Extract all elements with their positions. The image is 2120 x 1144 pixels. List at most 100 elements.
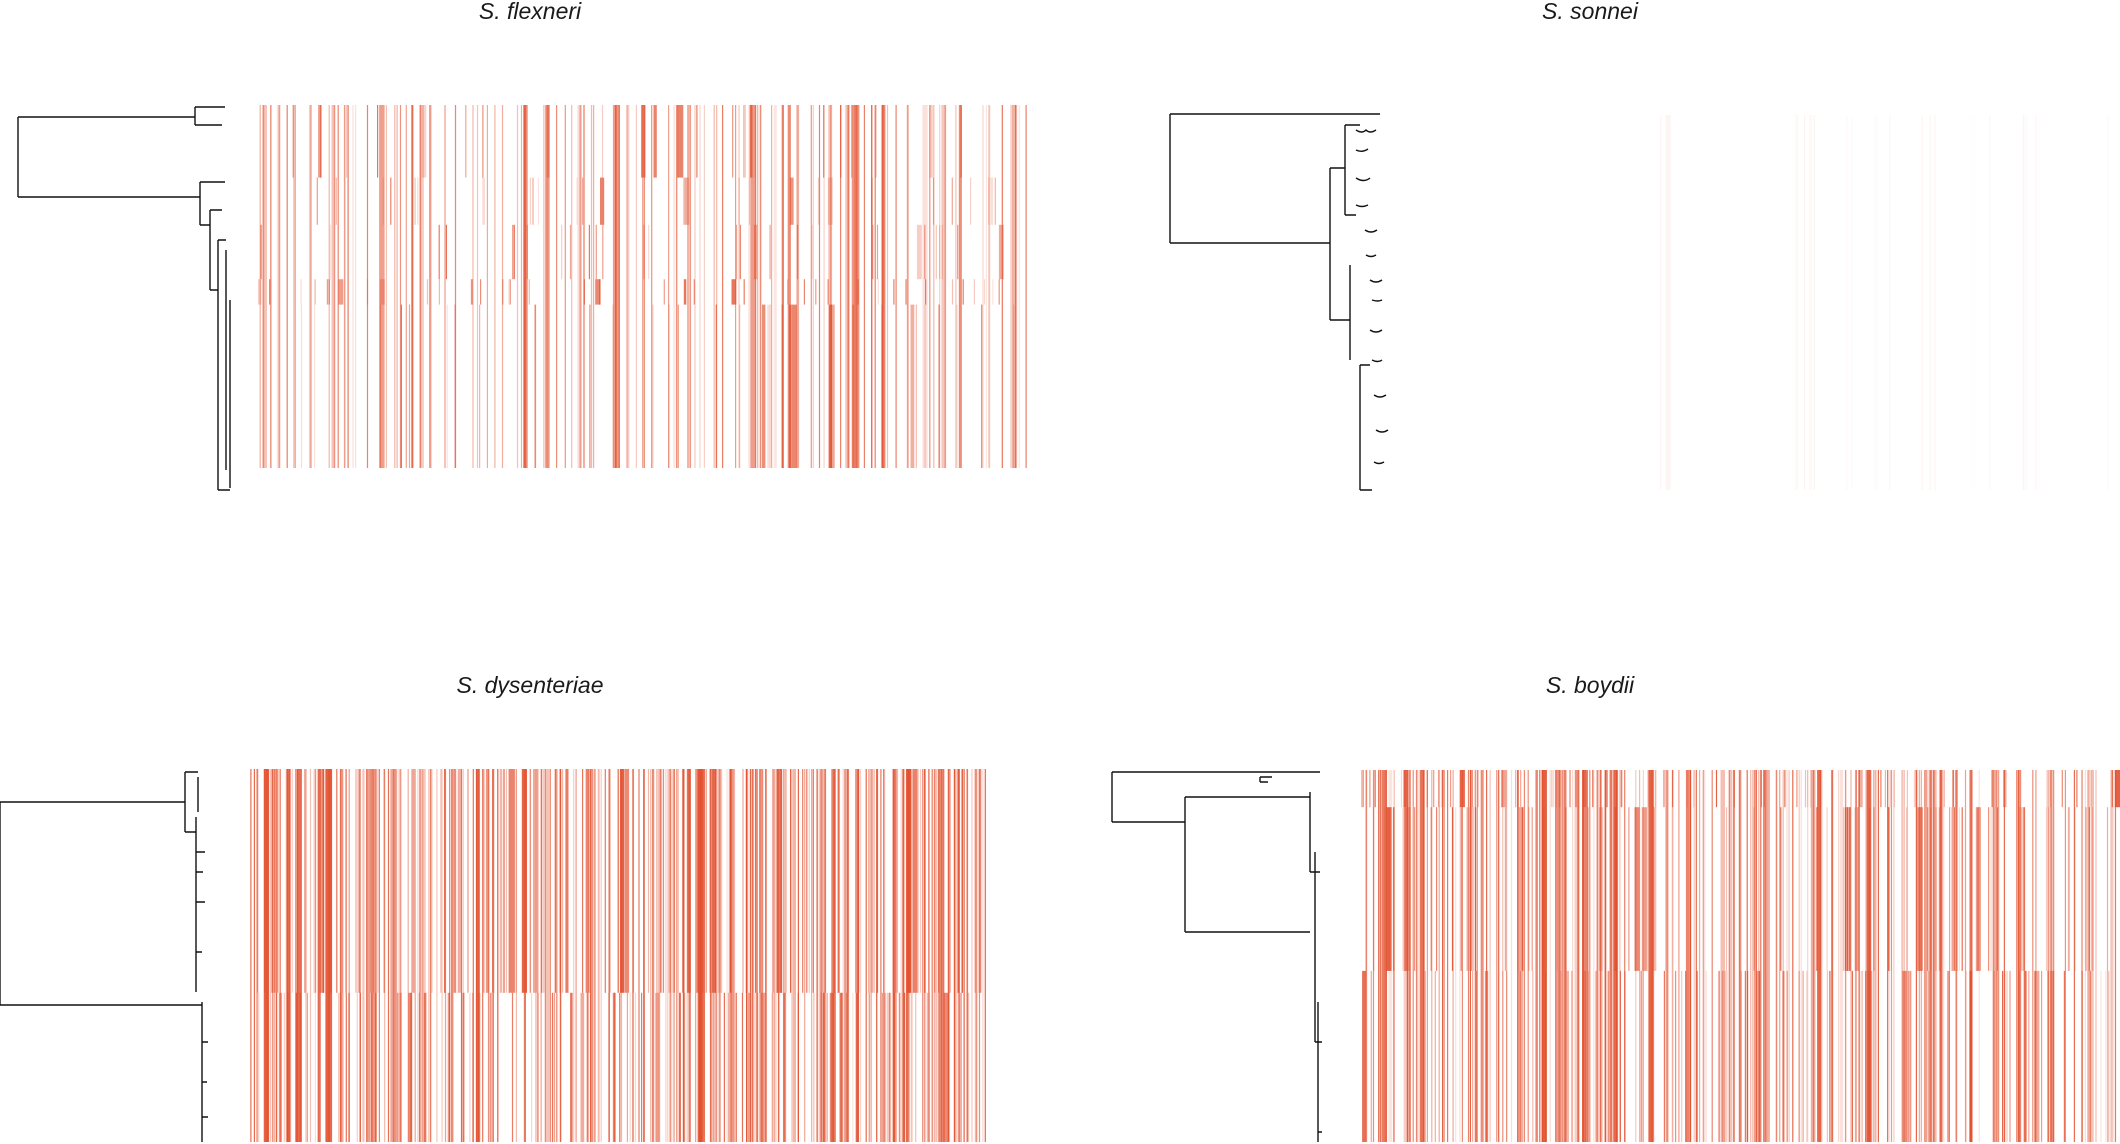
heatmap-stripe — [554, 769, 557, 993]
heatmap-stripe — [379, 279, 385, 305]
heatmap-stripe — [454, 105, 457, 468]
presence-heatmap — [250, 769, 986, 1142]
heatmap-stripe — [652, 304, 654, 468]
heatmap-stripe — [1782, 970, 1784, 1142]
heatmap-stripe — [1678, 770, 1680, 1142]
heatmap-stripe — [2076, 770, 2078, 808]
heatmap-stripe — [790, 769, 792, 993]
heatmap-stripe — [1849, 807, 1851, 971]
heatmap-stripe — [1730, 770, 1732, 1142]
heatmap-stripe — [1018, 105, 1020, 468]
heatmap-stripe — [270, 769, 272, 1142]
heatmap-stripe — [668, 105, 670, 468]
heatmap-stripe — [1672, 770, 1674, 1142]
presence-heatmap — [258, 105, 1027, 468]
heatmap-stripe — [516, 105, 519, 468]
heatmap-stripe — [1795, 115, 1796, 490]
heatmap-stripe — [1956, 770, 1958, 1142]
heatmap-stripe — [1517, 770, 1519, 1142]
heatmap-stripe — [754, 769, 757, 993]
heatmap-stripe — [847, 105, 849, 468]
heatmap-stripe — [1434, 970, 1436, 1142]
heatmap-stripe — [1996, 807, 1999, 971]
heatmap-stripe — [868, 992, 870, 1142]
heatmap-stripe — [2084, 770, 2086, 1142]
heatmap-stripe — [1755, 770, 1757, 1142]
heatmap-stripe — [592, 769, 594, 1142]
heatmap-stripe — [1487, 970, 1489, 1142]
heatmap-stripe — [571, 105, 573, 468]
heatmap-stripe — [319, 769, 321, 1142]
heatmap-stripe — [821, 769, 823, 993]
heatmap-stripe — [1484, 970, 1487, 1142]
heatmap-stripe — [1952, 770, 1954, 808]
heatmap-stripe — [454, 304, 456, 468]
heatmap-stripe — [366, 769, 371, 1142]
heatmap-stripe — [2087, 770, 2089, 1142]
heatmap-stripe — [1954, 807, 1956, 971]
heatmap-stripe — [472, 105, 474, 468]
heatmap-stripe — [1642, 970, 1644, 1142]
heatmap-stripe — [961, 769, 963, 993]
heatmap-stripe — [2106, 807, 2109, 971]
heatmap-stripe — [1561, 770, 1567, 1142]
heatmap-stripe — [503, 769, 505, 993]
heatmap-stripe — [875, 105, 877, 178]
heatmap-stripe — [595, 279, 601, 305]
heatmap-stripe — [958, 105, 962, 468]
heatmap-stripe — [1756, 970, 1760, 1142]
heatmap-stripe — [580, 992, 585, 1142]
heatmap-stripe — [1655, 770, 1657, 808]
heatmap-stripe — [379, 304, 382, 468]
heatmap-stripe — [612, 992, 614, 1142]
phylogenetic-tree — [1169, 113, 1389, 491]
heatmap-stripe — [1939, 770, 1941, 1142]
heatmap-stripe — [587, 992, 589, 1142]
heatmap-stripe — [736, 224, 738, 280]
heatmap-stripe — [258, 279, 262, 305]
heatmap-stripe — [941, 769, 943, 1142]
heatmap-stripe — [617, 769, 619, 993]
heatmap-stripe — [412, 105, 414, 468]
heatmap-stripe — [1608, 970, 1610, 1142]
heatmap-stripe — [1994, 770, 1998, 1142]
heatmap-stripe — [460, 992, 462, 1142]
heatmap-stripe — [943, 992, 945, 1142]
heatmap-stripe — [2068, 807, 2070, 971]
heatmap-stripe — [1498, 770, 1500, 1142]
heatmap-stripe — [703, 992, 705, 1142]
heatmap-stripe — [994, 177, 996, 225]
heatmap-stripe — [865, 769, 867, 1142]
heatmap-stripe — [599, 279, 601, 305]
heatmap-stripe — [816, 769, 818, 1142]
heatmap-stripe — [390, 177, 392, 225]
heatmap-stripe — [1913, 770, 1919, 808]
heatmap-stripe — [1393, 807, 1395, 971]
heatmap-stripe — [1722, 970, 1728, 1142]
heatmap-stripe — [1620, 770, 1622, 808]
heatmap-stripe — [2020, 770, 2022, 1142]
heatmap-stripe — [1592, 770, 1594, 808]
heatmap-stripe — [482, 769, 484, 1142]
heatmap-stripe — [827, 279, 829, 305]
heatmap-stripe — [1711, 770, 1713, 1142]
heatmap-stripe — [699, 105, 701, 468]
heatmap-stripe — [851, 105, 853, 468]
heatmap-stripe — [1642, 770, 1644, 1142]
heatmap-stripe — [1577, 770, 1579, 1142]
heatmap-stripe — [582, 177, 584, 225]
heatmap-stripe — [768, 304, 772, 468]
heatmap-stripe — [1758, 770, 1760, 1142]
heatmap-stripe — [1930, 807, 1932, 971]
heatmap-stripe — [824, 769, 827, 993]
heatmap-stripe — [2067, 807, 2070, 971]
heatmap-stripe — [318, 769, 321, 1142]
heatmap-stripe — [387, 769, 390, 1142]
heatmap-stripe — [944, 105, 946, 468]
heatmap-stripe — [1014, 105, 1016, 468]
heatmap-stripe — [575, 769, 577, 1142]
heatmap-stripe — [656, 769, 658, 1142]
heatmap-stripe — [283, 992, 285, 1142]
heatmap-stripe — [1998, 770, 2000, 1142]
heatmap-stripe — [776, 769, 778, 993]
